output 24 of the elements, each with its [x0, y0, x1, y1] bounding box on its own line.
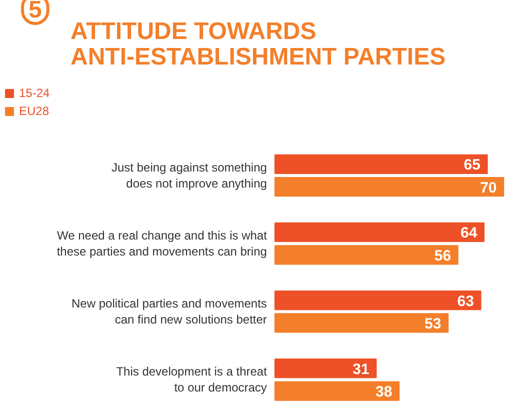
- text: 5: [28, 0, 42, 24]
- data-label: 64: [460, 224, 478, 242]
- bar: [274, 177, 504, 197]
- bar: [274, 245, 458, 265]
- data-label: 65: [464, 156, 480, 174]
- data-label: 53: [424, 315, 442, 332]
- bar: [274, 290, 482, 310]
- data-label: 31: [352, 360, 370, 378]
- legend-label: EU28: [19, 104, 50, 118]
- legend-label: 15-24: [19, 86, 50, 100]
- data-label: 38: [376, 384, 392, 401]
- bar: [274, 381, 400, 401]
- y-tick-label: This development is a threat to our democracy: [116, 364, 268, 395]
- y-tick-label: Just being against something does not improve anything: [112, 160, 267, 191]
- bar: [274, 358, 377, 378]
- chart-title: ATTITUDE TOWARDS ANTI-ESTABLISHMENT PARTIES: [70, 18, 446, 70]
- data-label: 56: [434, 247, 452, 264]
- bar: [274, 313, 449, 333]
- y-tick-label: New political parties and movements can find new solutions better: [72, 296, 267, 327]
- data-label: 63: [457, 292, 474, 310]
- bar: [274, 222, 485, 242]
- y-tick-label: We need a real change and this is what these parties and movements can bring: [56, 228, 268, 259]
- bar: [274, 154, 488, 174]
- data-label: 70: [480, 179, 497, 196]
